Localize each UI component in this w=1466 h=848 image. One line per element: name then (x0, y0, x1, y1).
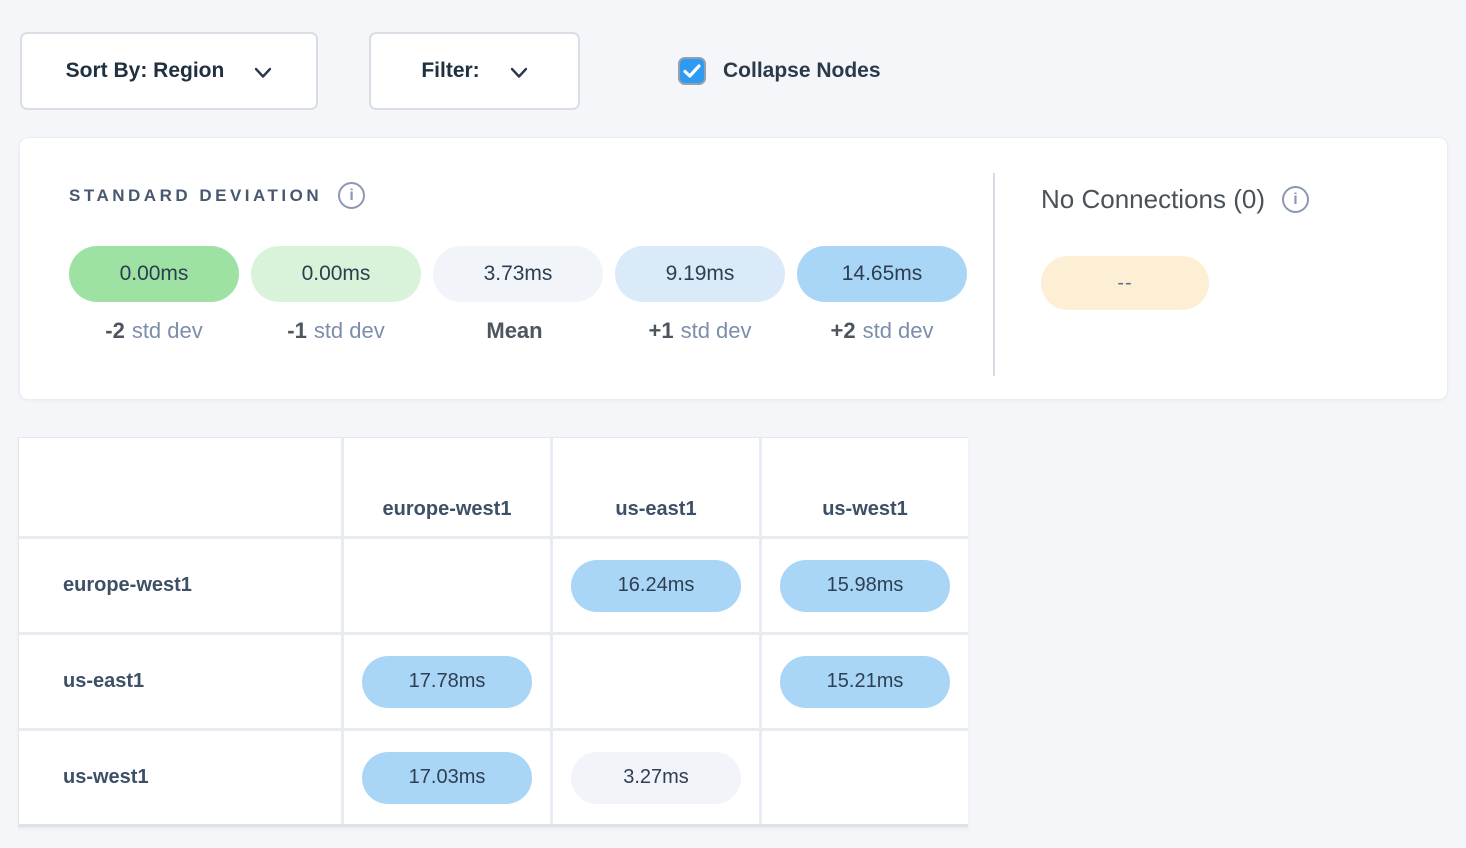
matrix-corner-cell (19, 438, 341, 536)
matrix-cell: 17.78ms (341, 632, 550, 728)
filter-label: Filter: (421, 59, 480, 82)
legend-item-label: -2 std dev (105, 318, 203, 344)
chevron-down-icon (510, 67, 527, 78)
checkmark-icon (683, 64, 701, 78)
legend-label-prefix: -1 (287, 318, 307, 343)
legend-item-label: +1 std dev (648, 318, 751, 344)
matrix-col-header-europe-west1: europe-west1 (341, 438, 550, 536)
sort-by-dropdown[interactable]: Sort By: Region (20, 32, 318, 110)
matrix-cell-empty (759, 728, 968, 824)
legend-pill: 14.65ms (797, 246, 967, 302)
standard-deviation-section: STANDARD DEVIATION i 0.00ms -2 std dev 0.… (20, 138, 993, 399)
info-icon[interactable]: i (338, 182, 366, 209)
collapse-nodes-toggle[interactable]: Collapse Nodes (678, 57, 881, 85)
legend-label-suffix: std dev (313, 318, 385, 343)
no-connections-section: No Connections (0) i -- (993, 173, 1447, 376)
legend-label-suffix: std dev (680, 318, 752, 343)
sort-by-label: Sort By: Region (65, 59, 225, 82)
collapse-nodes-label: Collapse Nodes (723, 59, 881, 82)
matrix-row-header-us-east1: us-east1 (19, 632, 341, 728)
matrix-cell-empty (550, 632, 759, 728)
legend-label-prefix: +2 (830, 318, 856, 343)
legend-pill: 0.00ms (251, 246, 421, 302)
filter-dropdown[interactable]: Filter: (369, 32, 580, 110)
legend-item: 3.73ms Mean (433, 246, 603, 344)
matrix-row-header-europe-west1: europe-west1 (19, 536, 341, 632)
legend-label-prefix: -2 (105, 318, 125, 343)
standard-deviation-title: STANDARD DEVIATION (69, 185, 323, 205)
collapse-nodes-checkbox[interactable] (678, 57, 706, 85)
legend-label-suffix: std dev (131, 318, 203, 343)
info-icon[interactable]: i (1282, 186, 1309, 213)
legend-item-label: Mean (486, 318, 549, 344)
matrix-cell: 16.24ms (550, 536, 759, 632)
legend-pill: 0.00ms (69, 246, 239, 302)
legend-item: 0.00ms -2 std dev (69, 246, 239, 344)
matrix-cell: 15.21ms (759, 632, 968, 728)
chevron-down-icon (255, 67, 272, 78)
matrix-cell: 17.03ms (341, 728, 550, 824)
legend-label-prefix: +1 (648, 318, 674, 343)
legend-item-label: +2 std dev (830, 318, 933, 344)
no-connections-pill: -- (1041, 256, 1209, 310)
latency-pill[interactable]: 15.21ms (780, 655, 950, 708)
no-connections-title: No Connections (0) (1041, 184, 1265, 214)
latency-matrix: europe-west1 us-east1 us-west1 europe-we… (18, 437, 968, 827)
matrix-col-header-us-east1: us-east1 (550, 438, 759, 536)
legend-item: 0.00ms -1 std dev (251, 246, 421, 344)
latency-pill[interactable]: 17.78ms (362, 655, 532, 708)
legend-item: 9.19ms +1 std dev (615, 246, 785, 344)
matrix-cell-empty (341, 536, 550, 632)
matrix-row-header-us-west1: us-west1 (19, 728, 341, 824)
legend-label-suffix: std dev (862, 318, 934, 343)
latency-pill[interactable]: 17.03ms (362, 751, 532, 804)
toolbar: Sort By: Region Filter: Collapse Nodes (0, 0, 1466, 110)
latency-pill[interactable]: 15.98ms (780, 559, 950, 612)
legend-pill: 9.19ms (615, 246, 785, 302)
legend-pills-row: 0.00ms -2 std dev 0.00ms -1 std dev 3.73ms… (69, 246, 993, 344)
matrix-cell: 15.98ms (759, 536, 968, 632)
legend-item: 14.65ms +2 std dev (797, 246, 967, 344)
matrix-col-header-us-west1: us-west1 (759, 438, 968, 536)
legend-pill: 3.73ms (433, 246, 603, 302)
legend-card: STANDARD DEVIATION i 0.00ms -2 std dev 0.… (19, 137, 1448, 400)
latency-pill[interactable]: 16.24ms (571, 559, 741, 612)
matrix-cell: 3.27ms (550, 728, 759, 824)
legend-label-prefix: Mean (486, 318, 543, 343)
latency-pill[interactable]: 3.27ms (571, 751, 741, 804)
legend-item-label: -1 std dev (287, 318, 385, 344)
